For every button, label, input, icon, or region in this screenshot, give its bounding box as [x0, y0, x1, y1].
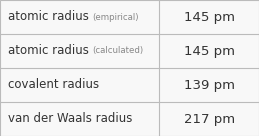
Text: atomic radius: atomic radius — [8, 10, 89, 24]
Text: (calculated): (calculated) — [92, 47, 144, 55]
Text: 145 pm: 145 pm — [184, 10, 235, 24]
Text: 145 pm: 145 pm — [184, 44, 235, 58]
Text: 139 pm: 139 pm — [184, 78, 235, 92]
Text: van der Waals radius: van der Waals radius — [8, 112, 132, 126]
Text: covalent radius: covalent radius — [8, 78, 99, 92]
Text: 217 pm: 217 pm — [184, 112, 235, 126]
Text: atomic radius: atomic radius — [8, 44, 89, 58]
Text: (empirical): (empirical) — [92, 13, 139, 21]
